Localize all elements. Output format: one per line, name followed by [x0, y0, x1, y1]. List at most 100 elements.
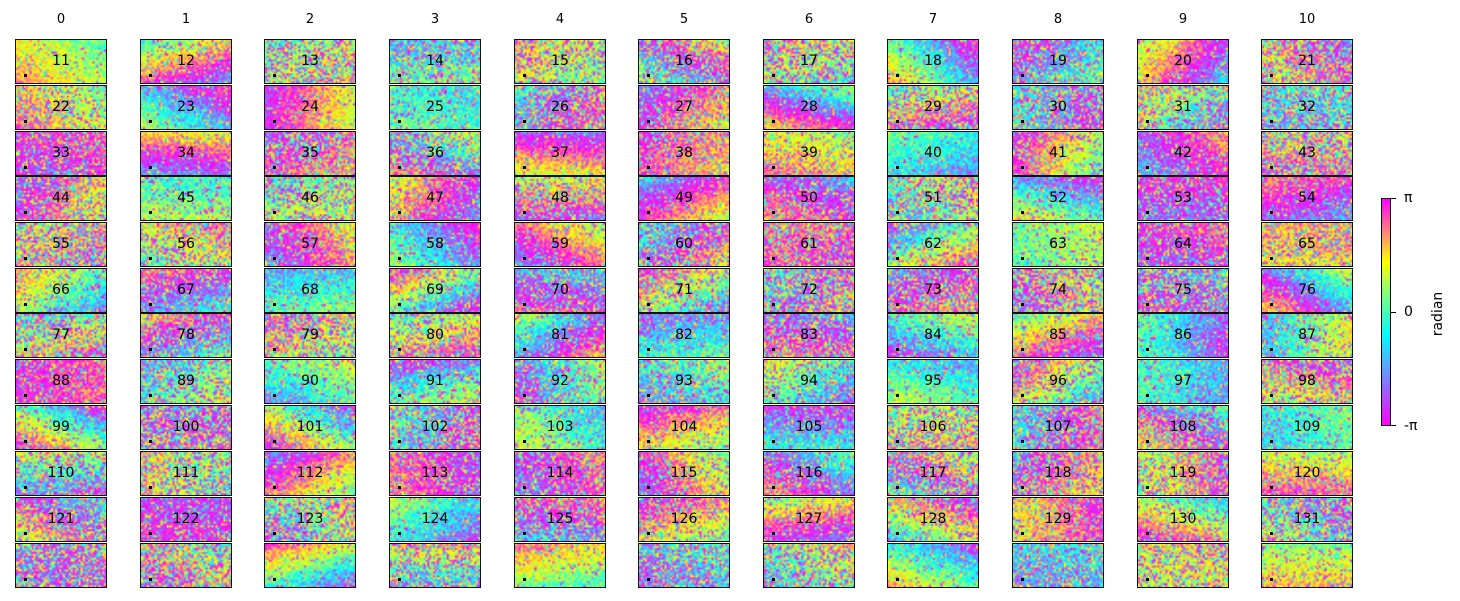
panel-label: 27 [675, 99, 693, 115]
reference-point-marker [1146, 211, 1149, 214]
reference-point-marker [896, 486, 899, 489]
phase-image [1262, 360, 1352, 403]
phase-image [1138, 86, 1228, 129]
phase-image [141, 177, 231, 220]
reference-point-marker [1021, 348, 1024, 351]
reference-point-marker [772, 257, 775, 260]
panel-label: 78 [177, 327, 195, 343]
phase-panel: 74 [1012, 268, 1104, 313]
panel-label: 19 [1049, 53, 1067, 69]
panel-label: 64 [1174, 236, 1192, 252]
reference-point-marker [1270, 348, 1273, 351]
panel-label: 87 [1298, 327, 1316, 343]
phase-image [888, 177, 978, 220]
panel-label: 124 [421, 511, 449, 527]
phase-panel: 131 [1261, 497, 1353, 542]
reference-point-marker [273, 74, 276, 77]
panel-label: 33 [52, 145, 70, 161]
phase-panel: 28 [763, 85, 855, 130]
panel-label: 37 [551, 145, 569, 161]
reference-point-marker [1021, 74, 1024, 77]
reference-point-marker [149, 486, 152, 489]
phase-image [141, 223, 231, 266]
phase-image [888, 406, 978, 449]
phase-image [515, 314, 605, 357]
phase-image [1138, 40, 1228, 83]
phase-panel: 64 [1137, 222, 1229, 267]
reference-point-marker [647, 440, 650, 443]
phase-panel: 78 [140, 313, 232, 358]
phase-panel: 66 [15, 268, 107, 313]
reference-point-marker [523, 440, 526, 443]
reference-point-marker [647, 257, 650, 260]
panel-label: 97 [1174, 373, 1192, 389]
panel-label: 34 [177, 145, 195, 161]
reference-point-marker [273, 166, 276, 169]
panel-label: 59 [551, 236, 569, 252]
reference-point-marker [24, 394, 27, 397]
panel-label: 104 [670, 419, 698, 435]
phase-panel: 16 [638, 39, 730, 84]
reference-point-marker [398, 257, 401, 260]
phase-panel: 91 [389, 359, 481, 404]
panel-label: 43 [1298, 145, 1316, 161]
panel-label: 44 [52, 190, 70, 206]
reference-point-marker [24, 120, 27, 123]
phase-panel: 42 [1137, 131, 1229, 176]
reference-point-marker [896, 440, 899, 443]
reference-point-marker [273, 257, 276, 260]
phase-panel: 77 [15, 313, 107, 358]
panel-label: 67 [177, 282, 195, 298]
panel-label: 95 [924, 373, 942, 389]
panel-label: 116 [795, 465, 823, 481]
phase-image [888, 498, 978, 541]
phase-image [265, 452, 355, 495]
panel-label: 11 [52, 53, 70, 69]
reference-point-marker [1146, 532, 1149, 535]
panel-label: 110 [47, 465, 75, 481]
phase-image [639, 86, 729, 129]
reference-point-marker [523, 348, 526, 351]
phase-panel: 12 [140, 39, 232, 84]
panel-label: 82 [675, 327, 693, 343]
phase-panel: 100 [140, 405, 232, 450]
phase-image [1013, 223, 1103, 266]
reference-point-marker [398, 532, 401, 535]
reference-point-marker [647, 486, 650, 489]
phase-panel: 129 [1012, 497, 1104, 542]
reference-point-marker [273, 440, 276, 443]
phase-panel: 32 [1261, 85, 1353, 130]
phase-image [1013, 177, 1103, 220]
reference-point-marker [772, 486, 775, 489]
phase-image [141, 498, 231, 541]
phase-image [141, 452, 231, 495]
phase-image [1013, 314, 1103, 357]
reference-point-marker [149, 166, 152, 169]
phase-panel: 108 [1137, 405, 1229, 450]
panel-label: 49 [675, 190, 693, 206]
phase-image [141, 86, 231, 129]
reference-point-marker [647, 211, 650, 214]
phase-image [1013, 498, 1103, 541]
panel-label: 29 [924, 99, 942, 115]
phase-image [1138, 223, 1228, 266]
phase-panel: 14 [389, 39, 481, 84]
panel-label: 21 [1298, 53, 1316, 69]
phase-panel: 76 [1261, 268, 1353, 313]
panel-label: 56 [177, 236, 195, 252]
panel-label: 53 [1174, 190, 1192, 206]
reference-point-marker [523, 120, 526, 123]
reference-point-marker [1146, 257, 1149, 260]
phase-image [764, 223, 854, 266]
reference-point-marker [273, 578, 276, 581]
phase-image [1138, 544, 1228, 587]
panel-label: 41 [1049, 145, 1067, 161]
phase-panel: 95 [887, 359, 979, 404]
phase-image [390, 452, 480, 495]
phase-image [1262, 544, 1352, 587]
phase-image [515, 360, 605, 403]
panel-label: 88 [52, 373, 70, 389]
reference-point-marker [523, 578, 526, 581]
phase-image [1262, 452, 1352, 495]
panel-label: 92 [551, 373, 569, 389]
